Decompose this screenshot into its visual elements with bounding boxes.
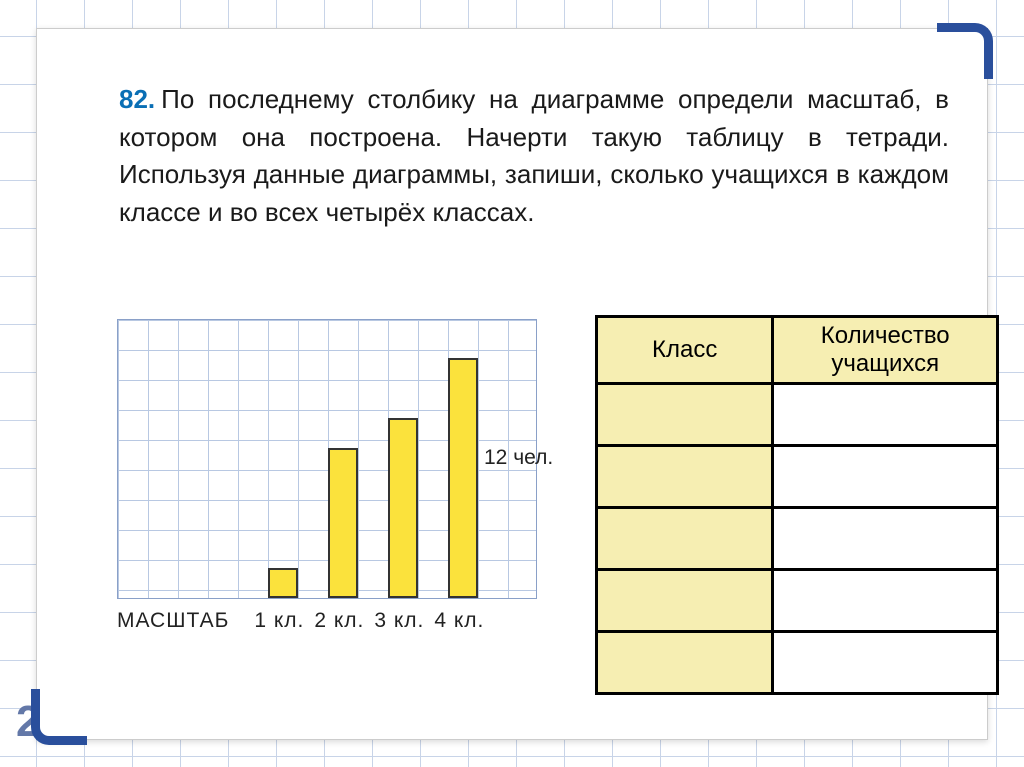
problem-text: По последнему столбику на диаграмме опре… [119,84,949,227]
x-axis-labels: МАСШТАБ 1 кл. 2 кл. 3 кл. 4 кл. [117,609,537,633]
table-row [597,446,998,508]
x-tick: 4 кл. [429,609,489,633]
x-tick: 2 кл. [309,609,369,633]
x-tick: 1 кл. [249,609,309,633]
bar [388,418,418,598]
student-table: Класс Количество учащихся [595,315,999,695]
bar-chart: 12 чел. МАСШТАБ 1 кл. 2 кл. 3 кл. 4 кл. [117,319,537,633]
problem-number: 82. [119,84,155,114]
worksheet-card: 82.По последнему столбику на диаграмме о… [36,28,988,740]
cell [597,446,773,508]
cell [773,446,998,508]
col-header: Количество учащихся [773,317,998,384]
table-row [597,384,998,446]
cell [773,632,998,694]
bar [328,448,358,598]
problem-statement: 82.По последнему столбику на диаграмме о… [119,81,949,232]
table-row [597,508,998,570]
corner-decor-bottom-left [31,689,87,745]
x-tick: 3 кл. [369,609,429,633]
col-header: Класс [597,317,773,384]
cell [773,508,998,570]
chart-grid: 12 чел. [117,319,537,599]
cell [597,570,773,632]
table-header-row: Класс Количество учащихся [597,317,998,384]
data-table: Класс Количество учащихся [595,315,999,695]
table-row [597,632,998,694]
cell [773,384,998,446]
cell [773,570,998,632]
corner-decor-top-right [937,23,993,79]
bar [268,568,298,598]
scale-label: МАСШТАБ [117,609,229,633]
cell [597,632,773,694]
table-row [597,570,998,632]
bar-annotation: 12 чел. [484,446,553,470]
bar [448,358,478,598]
cell [597,508,773,570]
cell [597,384,773,446]
